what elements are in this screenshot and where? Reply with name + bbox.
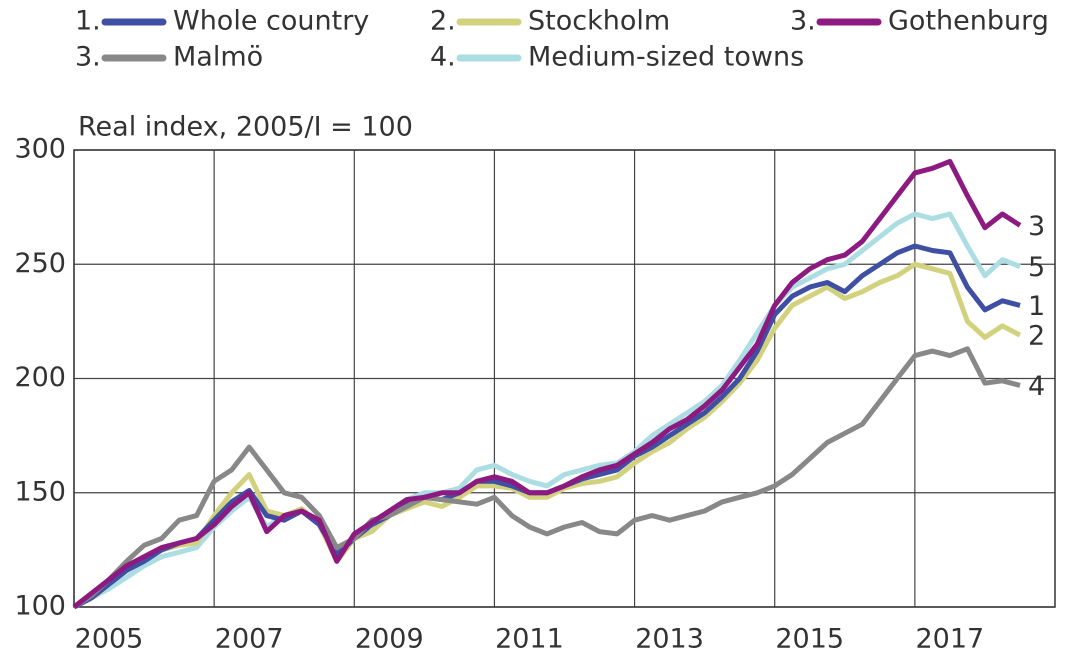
- legend-number: 3.: [75, 42, 101, 73]
- series-line: [72, 346, 1021, 610]
- legend-label: Gothenburg: [888, 6, 1049, 37]
- y-tick-label: 150: [14, 476, 66, 507]
- x-tick-label: 2013: [635, 624, 704, 655]
- legend-number: 1.: [75, 6, 101, 37]
- x-tick-label: 2009: [355, 624, 424, 655]
- legend-number: 4.: [430, 42, 456, 73]
- y-tick-label: 200: [14, 362, 66, 393]
- x-tick-label: 2015: [775, 624, 844, 655]
- end-label: 4: [1028, 371, 1045, 402]
- series-line: [72, 158, 1022, 609]
- series-line: [72, 243, 1021, 610]
- legend-label: Malmö: [173, 42, 263, 73]
- y-tick-label: 300: [14, 134, 66, 165]
- x-tick-label: 2007: [215, 624, 284, 655]
- end-label: 5: [1028, 252, 1045, 283]
- legend-label: Whole country: [173, 6, 369, 37]
- y-axis-title: Real index, 2005/I = 100: [78, 112, 413, 143]
- series-line: [72, 261, 1022, 610]
- x-tick-label: 2005: [75, 624, 144, 655]
- legend-label: Stockholm: [528, 6, 670, 37]
- x-tick-label: 2011: [495, 624, 564, 655]
- plot-frame: [73, 149, 1056, 608]
- legend-number: 2.: [430, 6, 456, 37]
- x-tick-label: 2017: [915, 624, 984, 655]
- legend-number: 3.: [790, 6, 816, 37]
- series-line: [72, 211, 1021, 610]
- end-label: 2: [1028, 321, 1045, 352]
- y-tick-label: 100: [14, 591, 66, 622]
- end-label: 3: [1028, 211, 1045, 242]
- y-tick-label: 250: [14, 248, 66, 279]
- end-label: 1: [1028, 291, 1045, 322]
- legend-label: Medium-sized towns: [528, 42, 804, 73]
